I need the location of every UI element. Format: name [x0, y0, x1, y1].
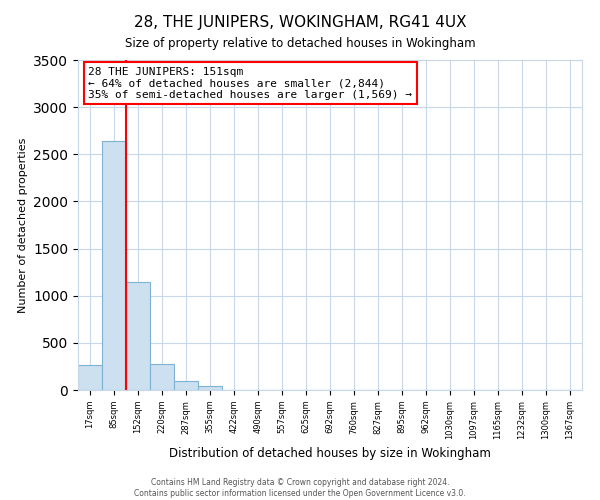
Bar [126, 282, 150, 390]
Text: 28, THE JUNIPERS, WOKINGHAM, RG41 4UX: 28, THE JUNIPERS, WOKINGHAM, RG41 4UX [134, 15, 466, 30]
Bar [78, 364, 102, 390]
Bar [150, 364, 174, 390]
Bar [174, 380, 198, 390]
X-axis label: Distribution of detached houses by size in Wokingham: Distribution of detached houses by size … [169, 448, 491, 460]
Bar [102, 141, 126, 390]
Text: 28 THE JUNIPERS: 151sqm
← 64% of detached houses are smaller (2,844)
35% of semi: 28 THE JUNIPERS: 151sqm ← 64% of detache… [88, 66, 412, 100]
Bar [198, 386, 222, 390]
Y-axis label: Number of detached properties: Number of detached properties [17, 138, 28, 312]
Text: Contains HM Land Registry data © Crown copyright and database right 2024.
Contai: Contains HM Land Registry data © Crown c… [134, 478, 466, 498]
Text: Size of property relative to detached houses in Wokingham: Size of property relative to detached ho… [125, 38, 475, 51]
